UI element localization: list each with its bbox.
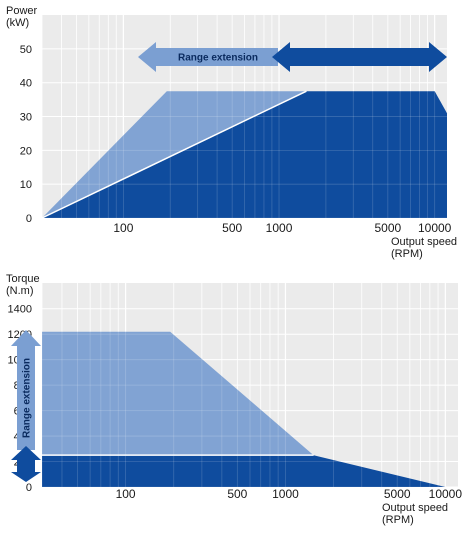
chart-1: 0 10 20 30 40 50 100 500 1000 5000 10000 Power(kW) O… bbox=[6, 5, 457, 260]
x-axis-label: (RPM) bbox=[382, 514, 414, 526]
y-axis-label: (kW) bbox=[6, 17, 29, 29]
y-tick-label: 10 bbox=[20, 179, 32, 191]
y-tick-label: 40 bbox=[20, 78, 32, 90]
x-tick-label: 1000 bbox=[272, 487, 299, 501]
series-area-extended bbox=[42, 331, 314, 456]
series-area-base bbox=[42, 91, 447, 218]
y-tick-label: 50 bbox=[20, 44, 32, 56]
range-arrow-dark bbox=[272, 42, 447, 72]
range-arrow-dark bbox=[11, 446, 41, 482]
y-tick-label: 0 bbox=[26, 213, 32, 225]
x-tick-label: 10000 bbox=[429, 487, 463, 501]
y-tick-label: 20 bbox=[20, 145, 32, 157]
x-tick-label: 100 bbox=[113, 221, 133, 235]
x-tick-label: 10000 bbox=[418, 221, 452, 235]
x-tick-label: 1000 bbox=[266, 221, 293, 235]
x-axis-label: Output speed bbox=[382, 502, 448, 514]
y-tick-label: 30 bbox=[20, 112, 32, 124]
chart-2: 0200400600800100012001400100500100050001… bbox=[6, 273, 462, 526]
range-arrow-light bbox=[11, 330, 41, 450]
x-tick-label: 5000 bbox=[374, 221, 401, 235]
range-extension-label: Range extension bbox=[22, 358, 33, 438]
x-tick-label: 5000 bbox=[384, 487, 411, 501]
x-tick-label: 500 bbox=[227, 487, 247, 501]
x-axis-label: Output speed bbox=[391, 236, 457, 248]
y-tick-label: 1400 bbox=[8, 304, 32, 316]
region-boundary bbox=[41, 90, 307, 219]
range-extension-label: Range extension bbox=[178, 53, 258, 64]
y-axis-label: (N.m) bbox=[6, 285, 34, 297]
y-tick-label: 0 bbox=[26, 482, 32, 494]
y-axis-label: Power bbox=[6, 5, 38, 17]
range-arrow-light bbox=[138, 42, 278, 72]
x-tick-label: 500 bbox=[222, 221, 242, 235]
y-axis-label: Torque bbox=[6, 273, 40, 285]
series-area-base bbox=[42, 455, 446, 487]
x-tick-label: 100 bbox=[116, 487, 136, 501]
x-axis-label: (RPM) bbox=[391, 248, 423, 260]
